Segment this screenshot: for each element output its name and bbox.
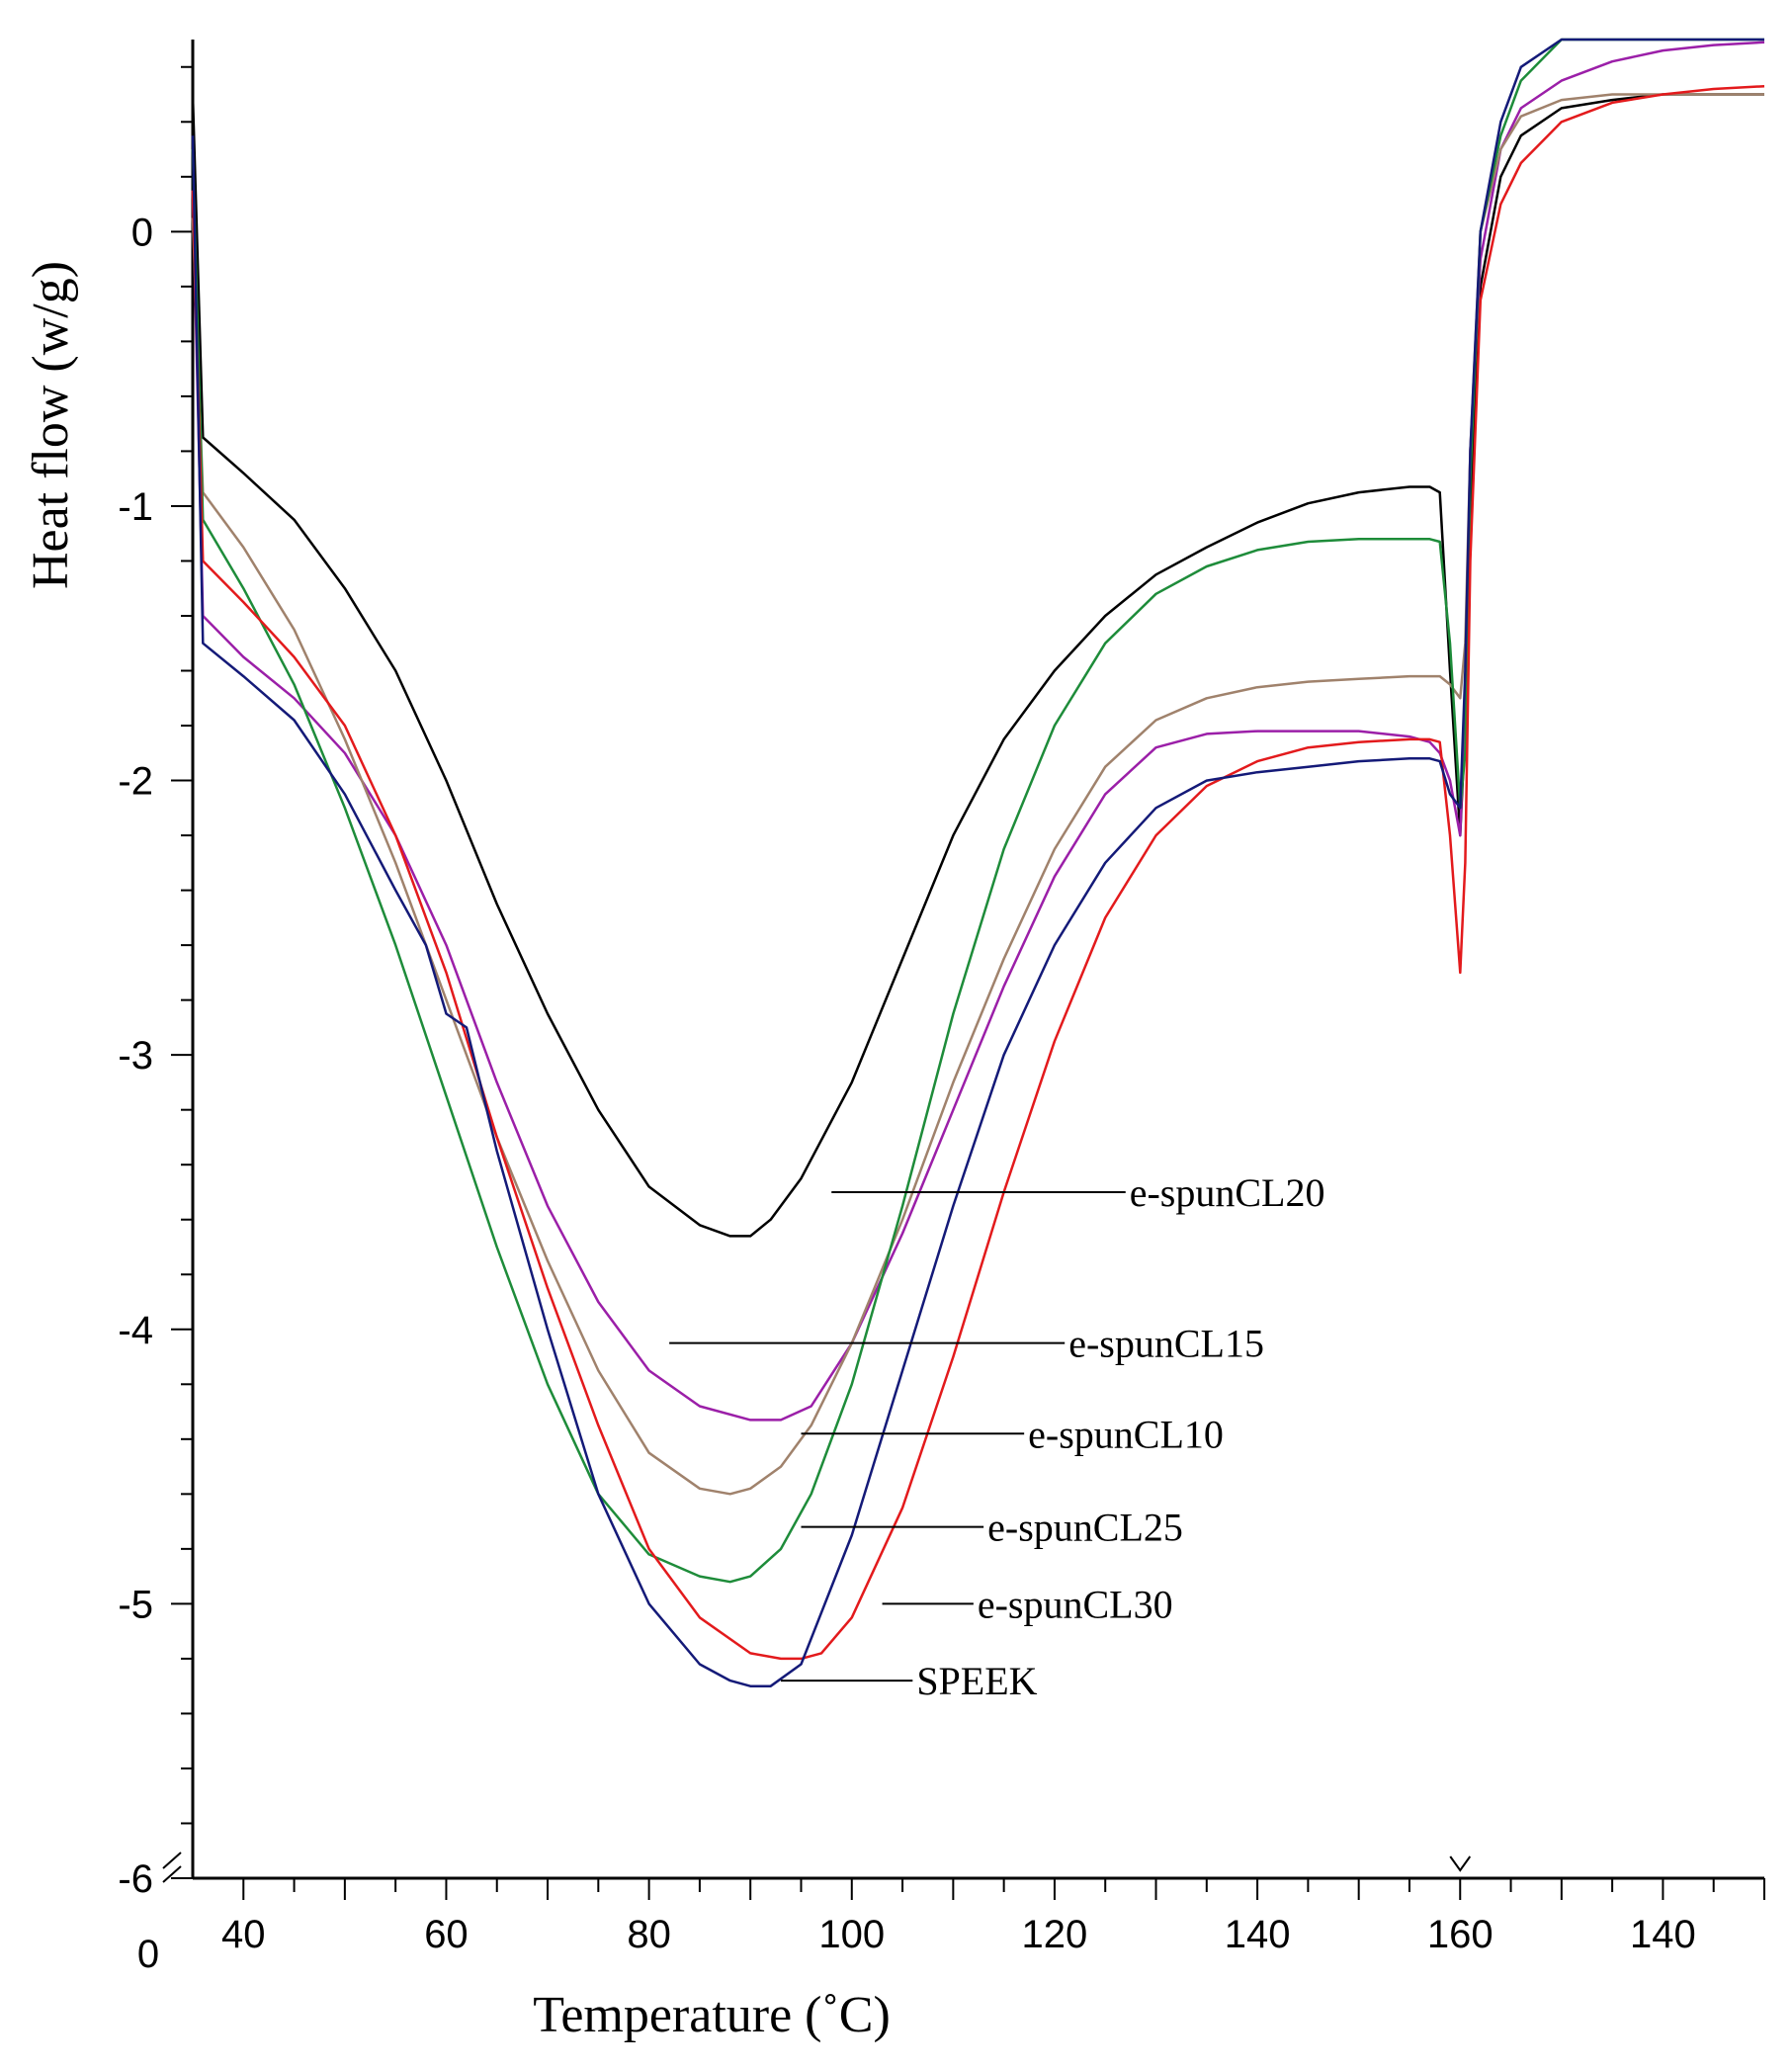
axes: 0 -1 -2 -3 -4 -5 -6 40 60 80 100 120 140 160 140 0 <box>118 40 1765 1976</box>
x-tick-label: 120 <box>1022 1913 1088 1956</box>
series-label-e-spuncl30: e-spunCL30 <box>978 1582 1173 1626</box>
series-layer <box>191 38 1765 1687</box>
y-axis-break-mark <box>162 1852 182 1883</box>
series-line-e-spuncl25 <box>191 38 1764 1584</box>
y-tick-label: -5 <box>118 1583 153 1626</box>
x-axis-title: Temperature (˚C) <box>533 1987 891 2043</box>
series-line-e-spuncl15 <box>191 41 1765 1422</box>
y-axis-title: Heat flow (w/g) <box>23 261 79 589</box>
series-line-e-spuncl20 <box>191 93 1764 1238</box>
series-label-e-spuncl10: e-spunCL10 <box>1028 1412 1224 1456</box>
series-line-speek <box>191 38 1764 1687</box>
x-tick-label: 100 <box>818 1913 885 1956</box>
x-tick-label: 140 <box>1630 1913 1696 1956</box>
x-tick-label: 160 <box>1427 1913 1493 1956</box>
y-tick-label: 0 <box>131 211 153 254</box>
x-tick-label: 140 <box>1225 1913 1291 1956</box>
x-tick-label: 60 <box>424 1913 469 1956</box>
series-line-e-spuncl30 <box>191 84 1765 1661</box>
x-tick-label: 80 <box>627 1913 671 1956</box>
series-label-e-spuncl20: e-spunCL20 <box>1130 1170 1325 1215</box>
series-line-e-spuncl10 <box>191 93 1764 1496</box>
x-axis-break-mark <box>1449 1855 1472 1872</box>
origin-label: 0 <box>137 1933 159 1976</box>
y-tick-label: -1 <box>118 485 153 529</box>
series-label-e-spuncl25: e-spunCL25 <box>987 1506 1183 1550</box>
y-tick-label: -3 <box>118 1034 153 1078</box>
annotation-layer: e-spunCL20 e-spunCL15 e-spunCL10 e-spunCL25… <box>669 1170 1325 1703</box>
y-tick-label: -4 <box>118 1309 153 1352</box>
series-label-speek: SPEEK <box>916 1659 1037 1703</box>
y-tick-label: -2 <box>118 760 153 804</box>
series-label-e-spuncl15: e-spunCL15 <box>1068 1322 1264 1366</box>
x-tick-label: 40 <box>221 1913 266 1956</box>
y-tick-label: -6 <box>118 1857 153 1901</box>
